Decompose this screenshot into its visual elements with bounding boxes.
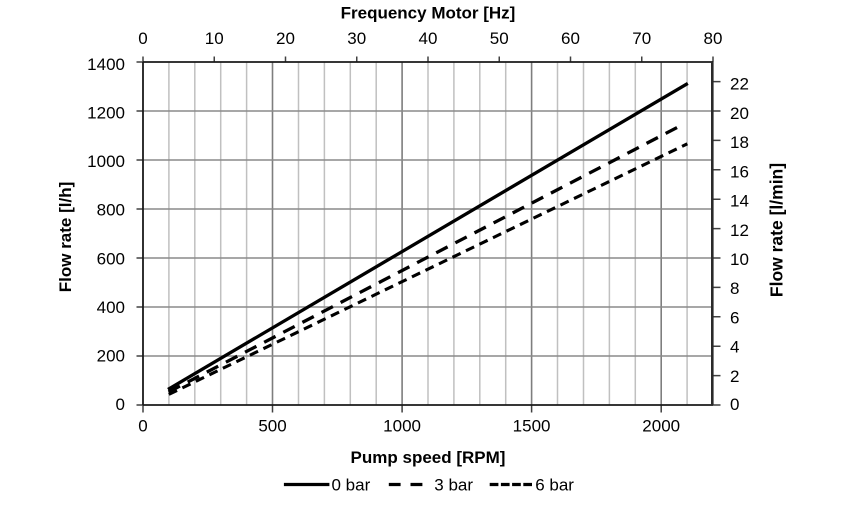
svg-text:2000: 2000 [642, 417, 680, 436]
svg-text:0: 0 [730, 395, 739, 414]
svg-text:800: 800 [97, 201, 125, 220]
svg-text:50: 50 [490, 29, 509, 48]
svg-text:Flow rate [l/min]: Flow rate [l/min] [766, 163, 786, 297]
svg-text:3 bar: 3 bar [434, 476, 473, 495]
svg-text:10: 10 [205, 29, 224, 48]
svg-text:70: 70 [632, 29, 651, 48]
svg-text:500: 500 [258, 417, 286, 436]
svg-text:1400: 1400 [87, 55, 125, 74]
svg-text:80: 80 [704, 29, 723, 48]
svg-text:200: 200 [97, 347, 125, 366]
svg-text:400: 400 [97, 298, 125, 317]
svg-text:10: 10 [730, 250, 749, 269]
svg-text:22: 22 [730, 75, 749, 94]
svg-text:6: 6 [730, 309, 739, 328]
svg-text:0: 0 [138, 417, 147, 436]
svg-text:30: 30 [347, 29, 366, 48]
svg-text:20: 20 [276, 29, 295, 48]
svg-text:0: 0 [138, 29, 147, 48]
svg-text:60: 60 [561, 29, 580, 48]
svg-text:16: 16 [730, 162, 749, 181]
svg-text:1500: 1500 [513, 417, 551, 436]
svg-text:12: 12 [730, 221, 749, 240]
svg-text:40: 40 [419, 29, 438, 48]
svg-text:2: 2 [730, 367, 739, 386]
svg-text:8: 8 [730, 279, 739, 298]
svg-text:4: 4 [730, 338, 739, 357]
svg-text:Flow rate [l/h]: Flow rate [l/h] [56, 182, 75, 293]
svg-text:600: 600 [97, 249, 125, 268]
svg-text:0 bar: 0 bar [332, 476, 371, 495]
svg-text:1200: 1200 [87, 104, 125, 123]
svg-text:1000: 1000 [383, 417, 421, 436]
svg-text:18: 18 [730, 133, 749, 152]
svg-text:Pump speed [RPM]: Pump speed [RPM] [351, 448, 506, 467]
svg-text:0: 0 [116, 395, 125, 414]
svg-text:1000: 1000 [87, 152, 125, 171]
svg-text:14: 14 [730, 192, 749, 211]
svg-text:20: 20 [730, 104, 749, 123]
svg-text:6 bar: 6 bar [535, 476, 574, 495]
svg-text:Frequency Motor [Hz]: Frequency Motor [Hz] [341, 4, 516, 23]
